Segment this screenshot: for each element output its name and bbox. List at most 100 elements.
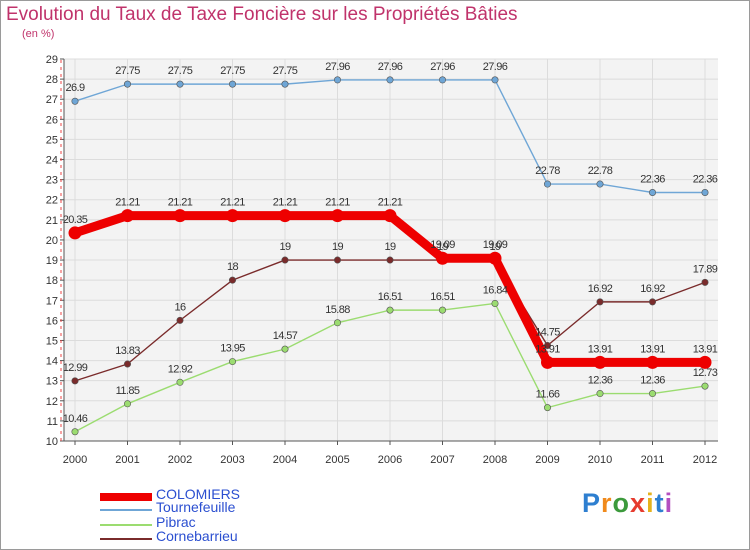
data-label: 27.96 — [378, 61, 403, 73]
x-tick-label: 2008 — [483, 454, 507, 466]
legend-item-cornebarrieu: Cornebarrieu — [100, 528, 300, 547]
legend-item-colomiers: COLOMIERS — [100, 486, 300, 505]
data-point — [648, 188, 656, 196]
data-point — [543, 180, 551, 188]
data-point — [68, 226, 82, 240]
data-label: 27.75 — [220, 65, 245, 77]
legend-item-pibrac: Pibrac — [100, 514, 300, 533]
data-point — [698, 355, 712, 369]
data-point — [71, 97, 79, 105]
data-label: 21.21 — [220, 197, 245, 209]
data-label: 14.57 — [273, 330, 298, 342]
data-point — [491, 76, 499, 84]
y-tick-label: 21 — [46, 215, 58, 227]
data-label: 11.66 — [536, 389, 560, 401]
data-point — [701, 278, 709, 286]
x-tick-label: 2010 — [588, 454, 612, 466]
x-tick-label: 2012 — [693, 454, 717, 466]
data-point — [71, 377, 79, 385]
data-point — [648, 298, 656, 306]
data-label: 19 — [384, 241, 396, 253]
data-point — [124, 400, 132, 408]
data-label: 27.75 — [168, 65, 193, 77]
legend-swatch — [100, 493, 152, 501]
legend-swatch — [100, 509, 152, 511]
data-label: 13.83 — [115, 345, 140, 357]
y-tick-label: 23 — [46, 175, 58, 187]
data-point — [226, 209, 239, 223]
data-point — [229, 358, 237, 366]
data-label: 13.91 — [640, 343, 665, 355]
data-label: 10.46 — [63, 413, 88, 425]
data-label: 16.84 — [483, 284, 508, 296]
data-label: 12.73 — [693, 367, 718, 379]
plot-background — [64, 59, 718, 441]
data-point — [701, 188, 709, 196]
data-point — [596, 180, 604, 188]
y-tick-label: 27 — [46, 94, 58, 106]
chart-title: Evolution du Taux de Taxe Foncière sur l… — [6, 4, 518, 25]
data-label: 16 — [174, 301, 186, 313]
data-label: 26.9 — [65, 82, 84, 94]
data-point — [278, 209, 292, 223]
data-label: 12.99 — [63, 362, 88, 374]
data-label: 21.21 — [378, 197, 403, 209]
data-label: 11.85 — [116, 385, 140, 397]
data-label: 13.91 — [693, 343, 718, 355]
data-label: 15.88 — [325, 304, 350, 316]
data-label: 22.78 — [535, 165, 560, 177]
data-point — [593, 355, 607, 369]
y-tick-label: 16 — [46, 315, 58, 327]
data-point — [488, 251, 502, 265]
data-label: 21.21 — [115, 197, 140, 209]
x-tick-label: 2001 — [115, 454, 139, 466]
data-label: 16.92 — [640, 283, 665, 295]
data-label: 22.78 — [588, 165, 613, 177]
y-tick-label: 25 — [46, 134, 58, 146]
data-point — [386, 306, 394, 314]
proxiti-logo: Proxiti — [582, 488, 673, 519]
data-point — [229, 276, 237, 284]
data-label: 27.96 — [483, 61, 508, 73]
legend-item-tournefeuille: Tournefeuille — [100, 499, 300, 518]
data-point — [438, 76, 446, 84]
y-tick-label: 22 — [46, 195, 58, 207]
data-label: 12.36 — [640, 375, 665, 387]
y-tick-label: 18 — [46, 275, 58, 287]
data-point — [124, 80, 132, 88]
data-point — [176, 378, 184, 386]
y-tick-label: 24 — [46, 155, 58, 167]
data-point — [121, 209, 134, 223]
data-label: 16.51 — [430, 291, 455, 303]
legend-label: COLOMIERS — [156, 486, 241, 502]
data-label: 27.96 — [430, 61, 455, 73]
data-point — [333, 256, 341, 264]
data-point — [333, 76, 341, 84]
data-label: 21.21 — [325, 197, 350, 209]
x-tick-label: 2003 — [220, 454, 244, 466]
y-tick-label: 14 — [46, 356, 58, 368]
logo-letter: i — [664, 488, 674, 518]
y-tick-label: 26 — [46, 114, 58, 126]
data-point — [541, 355, 554, 369]
data-label: 21.21 — [273, 197, 298, 209]
data-label: 22.36 — [640, 173, 665, 185]
data-label: 12.36 — [588, 375, 613, 387]
data-point — [596, 298, 604, 306]
data-label: 27.75 — [115, 65, 140, 77]
data-point — [386, 256, 394, 264]
data-label: 16.92 — [588, 283, 613, 295]
y-tick-label: 20 — [46, 235, 58, 247]
data-label: 18 — [227, 261, 239, 273]
data-point — [71, 428, 79, 436]
data-point — [333, 319, 341, 327]
data-label: 22.36 — [693, 173, 718, 185]
logo-letter: x — [630, 488, 647, 518]
data-point — [281, 256, 289, 264]
data-point — [646, 355, 659, 369]
data-point — [281, 80, 289, 88]
data-label: 19.09 — [430, 239, 455, 251]
data-label: 27.96 — [325, 61, 350, 73]
data-label: 13.91 — [535, 343, 560, 355]
